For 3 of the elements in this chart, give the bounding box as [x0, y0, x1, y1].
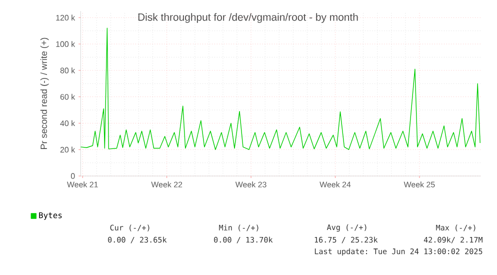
- chart-title: Disk throughput for /dev/vgmain/root - by month: [138, 13, 358, 23]
- y-axis-title: Pr second read (-) / write (+): [40, 38, 49, 149]
- line-series: [80, 28, 480, 150]
